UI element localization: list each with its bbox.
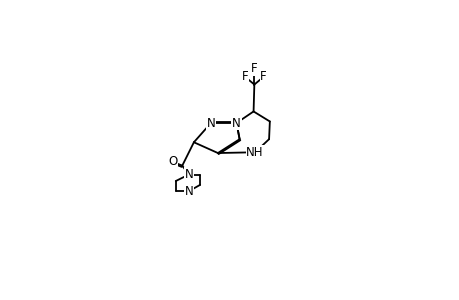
Text: N: N: [184, 168, 193, 181]
Text: O: O: [168, 155, 177, 168]
Text: N: N: [206, 116, 215, 130]
Text: F: F: [260, 70, 266, 83]
Text: N: N: [184, 185, 193, 198]
Text: F: F: [241, 70, 248, 83]
Text: F: F: [251, 62, 257, 75]
Text: NH: NH: [246, 146, 263, 159]
Text: N: N: [232, 116, 241, 130]
